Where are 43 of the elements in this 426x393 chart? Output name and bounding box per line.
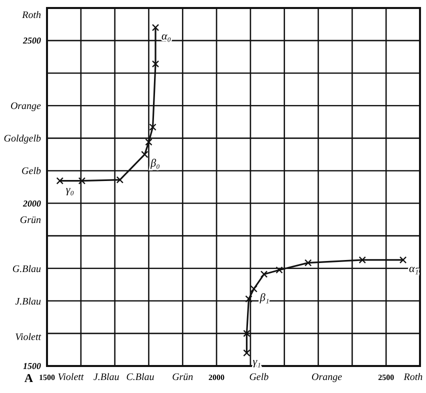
- x-tick-label: Grün: [172, 372, 194, 383]
- x-tick-label: 2000: [208, 373, 225, 382]
- point: [260, 270, 268, 278]
- y-tick-label: Violett: [15, 332, 42, 344]
- point: [399, 256, 407, 264]
- annotation: β₀: [150, 157, 160, 170]
- y-tick-label: Gelb: [22, 166, 41, 178]
- x-tick-label: C.Blau: [126, 372, 154, 383]
- point: [243, 349, 250, 357]
- y-tick-label: 1500: [23, 361, 42, 372]
- x-tick-label: 1500: [39, 373, 55, 382]
- point: [304, 259, 312, 266]
- point: [149, 124, 156, 131]
- y-tick-label: 2000: [22, 198, 42, 208]
- annotation: α₀: [162, 30, 172, 43]
- point: [276, 266, 283, 274]
- point: [245, 295, 252, 303]
- point: [145, 138, 152, 146]
- point: [152, 60, 160, 68]
- x-tick-label: 2500: [378, 373, 394, 382]
- y-tick-label: 2500: [22, 36, 42, 46]
- x-tick-label: Gelb: [249, 372, 269, 383]
- point: [250, 285, 258, 292]
- point: [141, 150, 148, 158]
- y-tick-label: Grün: [20, 215, 41, 226]
- x-tick-label: Roth: [402, 372, 423, 383]
- x-tick-label: Orange: [311, 372, 343, 383]
- y-tick-label: J.Blau: [15, 296, 41, 308]
- y-tick-label: Goldgelb: [4, 134, 41, 145]
- y-tick-label: Orange: [10, 101, 42, 112]
- point: [358, 256, 366, 264]
- annotation: γ₀: [66, 184, 74, 196]
- y-tick-label: G.Blau: [12, 264, 41, 275]
- point: [152, 24, 160, 32]
- x-axis-title: A: [24, 371, 34, 385]
- x-tick-label: Violett: [58, 372, 84, 383]
- point: [78, 177, 86, 184]
- y-tick-label: Roth: [21, 10, 41, 22]
- point: [56, 177, 64, 184]
- point: [243, 330, 250, 338]
- point: [116, 176, 124, 184]
- x-tick-label: J.Blau: [93, 372, 120, 383]
- annotation: γ₁: [252, 356, 262, 368]
